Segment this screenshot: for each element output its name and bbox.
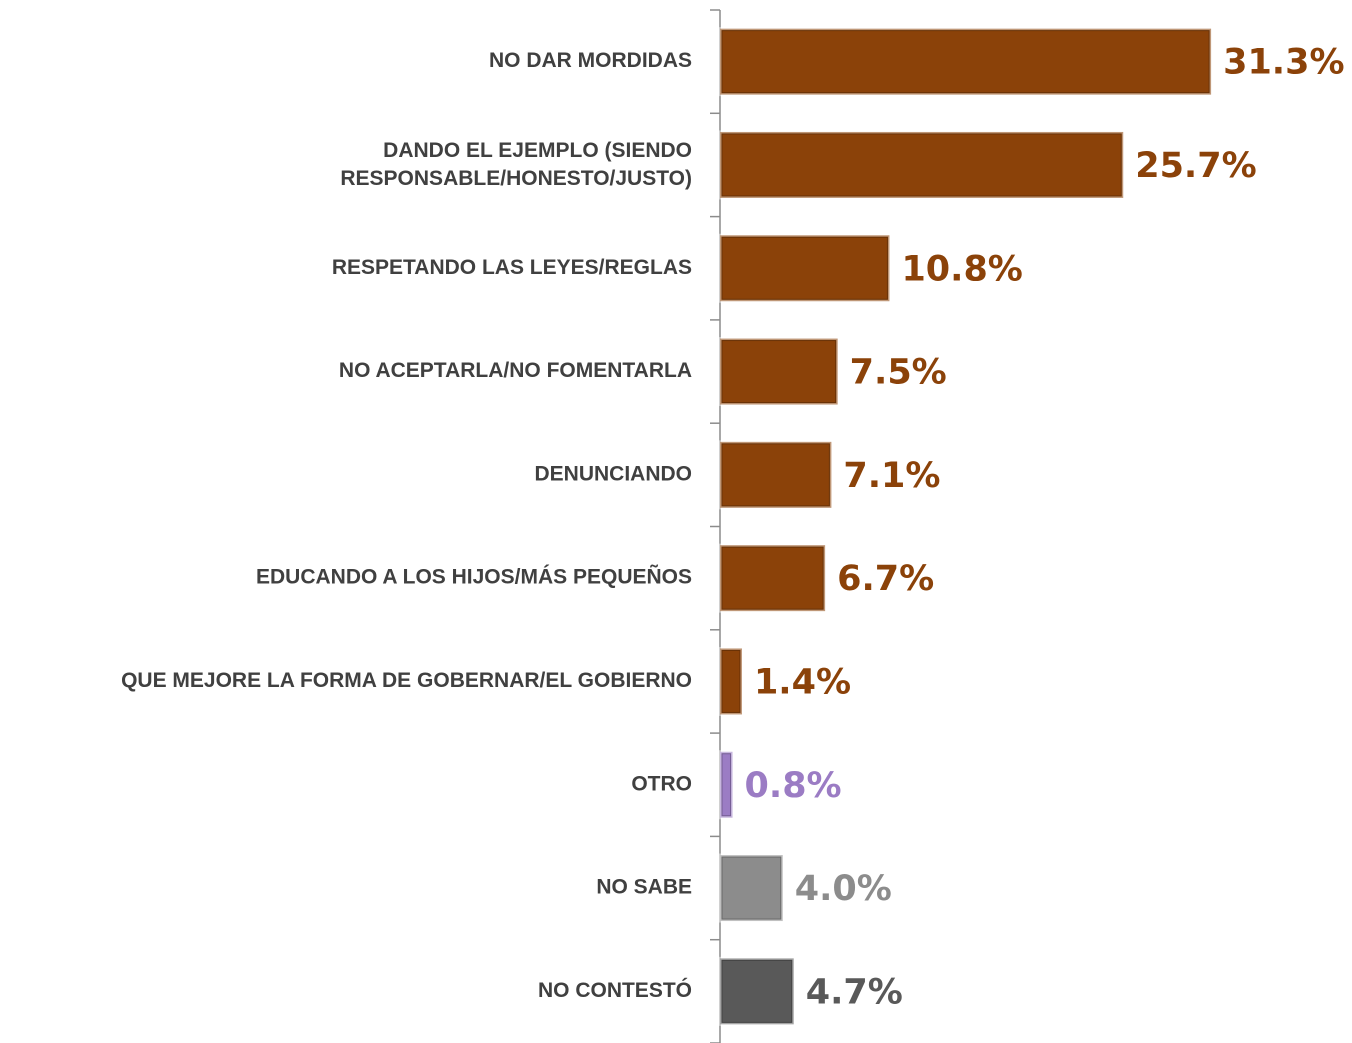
- value-label: 1.4%: [754, 662, 851, 702]
- value-label: 4.7%: [806, 972, 903, 1012]
- value-label: 6.7%: [837, 559, 934, 599]
- bar: [718, 956, 796, 1026]
- bar-bevel: [721, 546, 824, 610]
- bar-bevel: [721, 856, 782, 920]
- bar: [718, 646, 744, 716]
- category-label: DENUNCIANDO: [535, 462, 693, 485]
- bar: [718, 27, 1213, 97]
- category-label: NO ACEPTARLA/NO FOMENTARLA: [339, 359, 692, 382]
- bar-bevel: [721, 649, 741, 713]
- bar: [718, 337, 840, 407]
- category-label: EDUCANDO A LOS HIJOS/MÁS PEQUEÑOS: [256, 566, 692, 589]
- bar: [718, 233, 891, 303]
- value-label: 10.8%: [901, 249, 1022, 289]
- bar: [718, 130, 1125, 200]
- value-label: 7.1%: [843, 456, 940, 496]
- category-label: OTRO: [631, 772, 692, 795]
- bar-bevel: [721, 30, 1210, 94]
- value-label: 31.3%: [1223, 43, 1344, 83]
- bar-bevel: [721, 959, 793, 1023]
- value-label: 7.5%: [850, 353, 947, 393]
- bar-bevel: [721, 236, 888, 300]
- bar: [718, 440, 833, 510]
- bar: [718, 853, 785, 923]
- bar: [718, 750, 735, 820]
- category-label: NO DAR MORDIDAS: [489, 49, 692, 72]
- bar: [718, 543, 827, 613]
- value-label: 4.0%: [795, 869, 892, 909]
- category-label: NO SABE: [596, 876, 692, 899]
- bar-bevel: [721, 133, 1122, 197]
- category-axis: [710, 9, 721, 1043]
- bar-bevel: [721, 340, 837, 404]
- bar-bevel: [721, 443, 830, 507]
- category-label: RESPETANDO LAS LEYES/REGLAS: [332, 256, 692, 279]
- category-label: DANDO EL EJEMPLO (SIENDO RESPONSABLE/HONE…: [340, 138, 692, 189]
- value-label: 0.8%: [745, 766, 842, 806]
- category-label: QUE MEJORE LA FORMA DE GOBERNAR/EL GOBIE…: [121, 669, 692, 692]
- category-label: NO CONTESTÓ: [538, 978, 692, 1002]
- bar-bevel: [721, 753, 732, 817]
- value-label: 25.7%: [1135, 146, 1256, 186]
